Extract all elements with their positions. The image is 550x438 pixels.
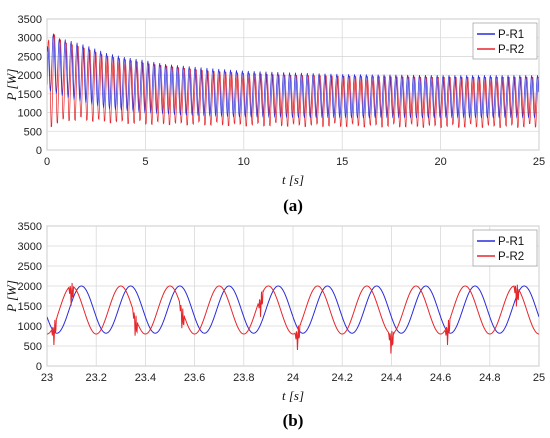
y-tick-label: 2000 [18,70,42,82]
x-tick-label: 5 [142,156,148,168]
legend-a: P-R1 P-R2 [472,22,538,60]
y-tick-label: 3500 [18,221,42,233]
y-tick-label: 0 [36,145,42,157]
y-tick-labels-a: 0 500 1000 1500 2000 2500 3000 3500 [18,14,42,157]
x-tick-label: 23 [41,372,53,384]
x-tick-label: 24.6 [430,372,451,384]
y-tick-label: 500 [24,341,42,353]
y-tick-label: 2000 [18,281,42,293]
legend-box-b [472,229,538,267]
x-tick-label: 0 [44,156,50,168]
legend-box-a [472,22,538,60]
y-tick-labels-b: 0 500 1000 1500 2000 2500 3000 3500 [18,221,42,373]
x-tick-label: 20 [434,156,446,168]
gridlines-a [46,18,540,151]
x-tick-label: 24.8 [479,372,500,384]
y-tick-label: 3000 [18,33,42,45]
x-tick-label: 24.2 [331,372,352,384]
y-tick-label: 1000 [18,108,42,120]
x-tick-label: 24 [287,372,299,384]
x-tick-labels-a: 0 5 10 15 20 25 [44,156,545,168]
x-tick-label: 23.8 [233,372,254,384]
y-tick-label: 3000 [18,241,42,253]
legend-b: P-R1 P-R2 [472,229,538,267]
y-axis-label-a: P [W] [4,69,19,102]
x-tick-label: 25 [533,156,545,168]
x-axis-label-b: t [s] [282,388,304,403]
panel-label-a: (a) [283,196,303,215]
legend-label-p-r1-b: P-R1 [498,236,524,248]
y-tick-label: 500 [24,126,42,138]
x-tick-label: 23.6 [184,372,205,384]
x-tick-label: 24.4 [381,372,402,384]
y-tick-label: 1000 [18,321,42,333]
series-line-p-r1 [47,285,539,334]
series-group-b [47,283,539,354]
x-tick-label: 23.4 [135,372,156,384]
y-tick-label: 2500 [18,261,42,273]
x-tick-label: 23.2 [85,372,106,384]
series-line-p-r1 [47,33,539,119]
x-tick-label: 15 [336,156,348,168]
x-tick-label: 25 [533,372,545,384]
y-tick-label: 1500 [18,301,42,313]
series-group-a [47,33,539,129]
legend-label-p-r2-a: P-R2 [498,44,524,56]
legend-label-p-r1-a: P-R1 [498,29,524,41]
y-tick-label: 2500 [18,51,42,63]
x-axis-label-a: t [s] [282,172,304,187]
y-tick-label: 1500 [18,89,42,101]
y-tick-label: 0 [36,361,42,373]
x-tick-labels-b: 23 23.2 23.4 23.6 23.8 24 24.2 24.4 24.6 24.8 25 [41,372,545,384]
y-axis-label-b: P [W] [4,280,19,313]
legend-label-p-r2-b: P-R2 [498,251,524,263]
series-line-p-r2 [47,283,539,354]
panel-label-b: (b) [283,411,304,430]
y-tick-label: 3500 [18,14,42,26]
x-tick-label: 10 [238,156,250,168]
